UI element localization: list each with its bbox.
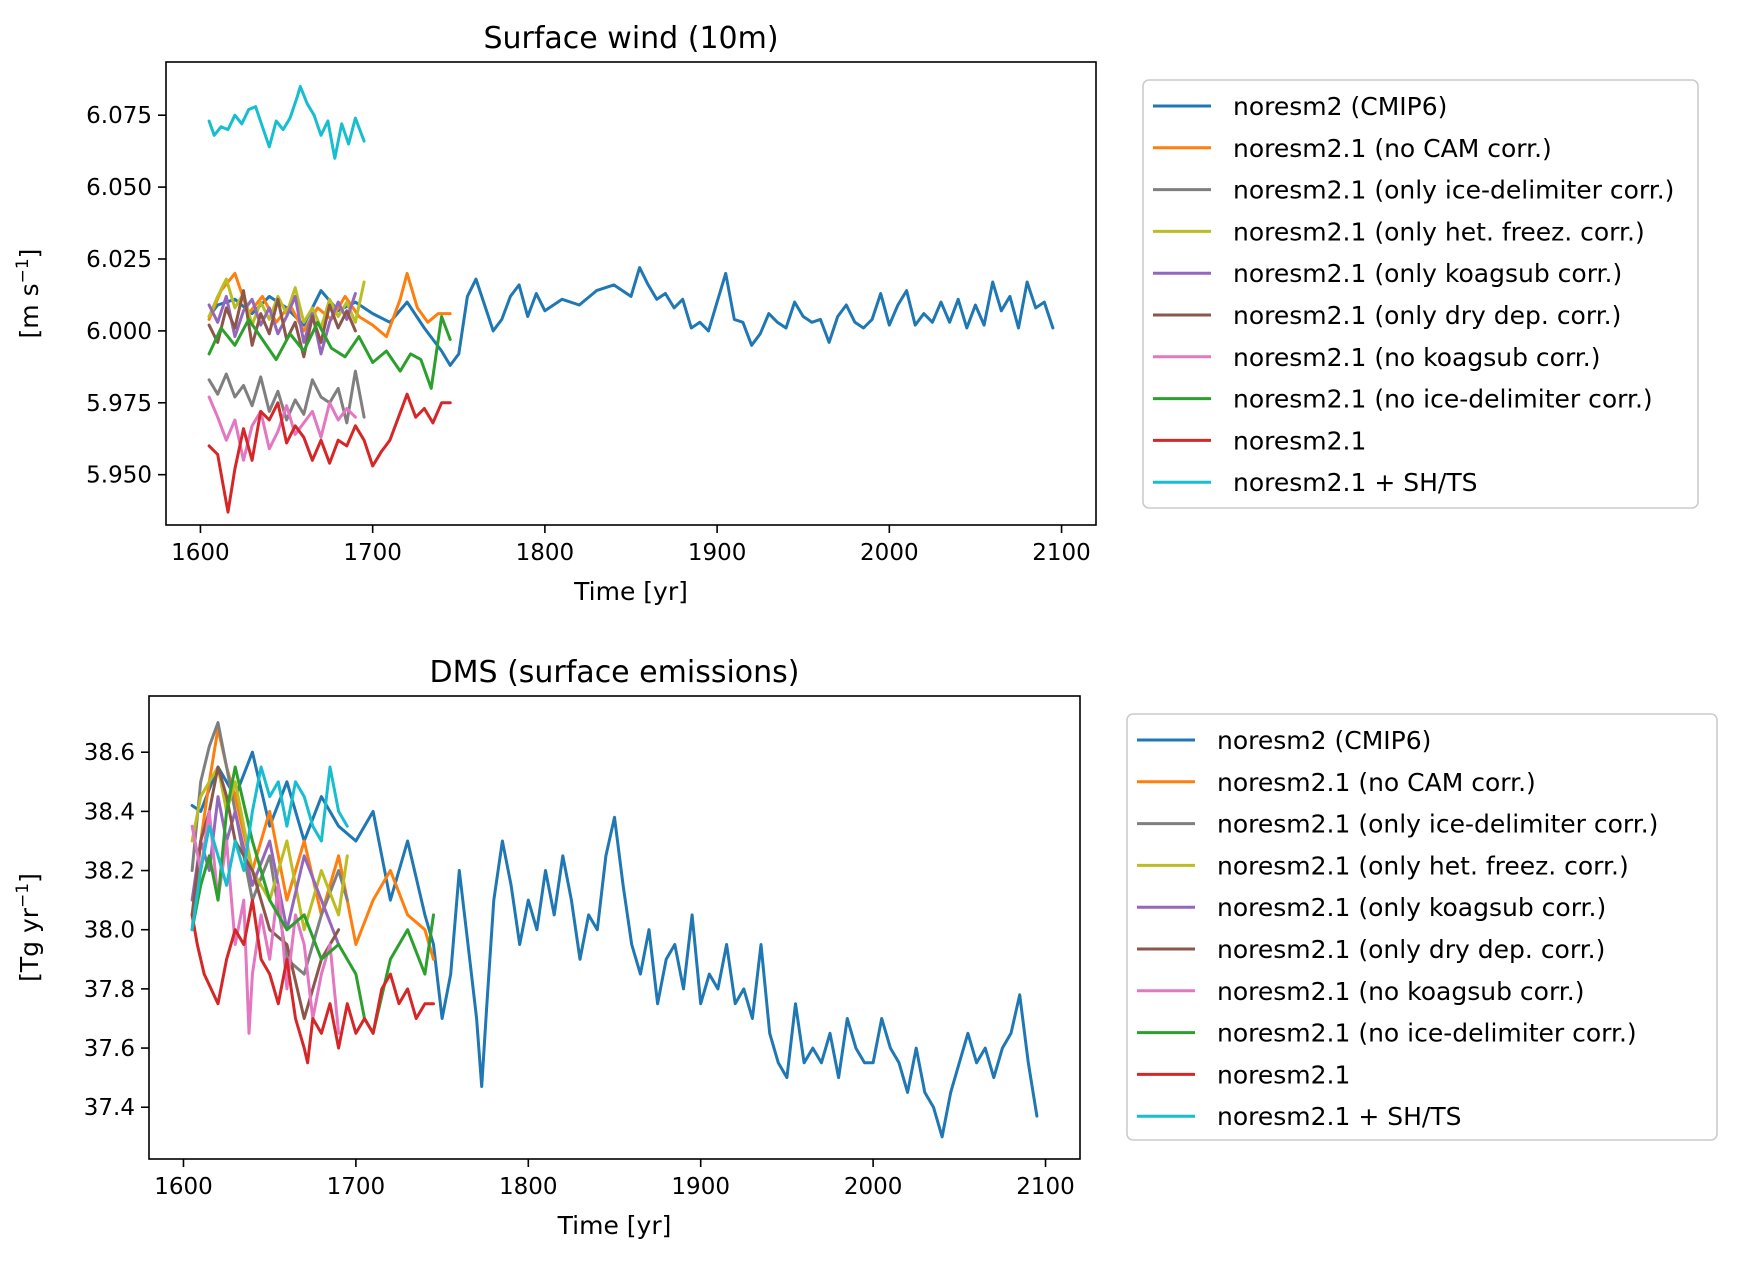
x-tick-label: 1600	[154, 1174, 213, 1200]
panel-surface-wind: 1600 1700 1800 1900 2000 2100 5.950 5.975 6.000 6…	[13, 21, 1699, 606]
legend-label-5: noresm2.1 (only dry dep. corr.)	[1217, 935, 1605, 964]
legend-label-8: noresm2.1	[1217, 1060, 1350, 1089]
legend-label-7: noresm2.1 (no ice-delimiter corr.)	[1217, 1019, 1637, 1048]
legend-label-9: noresm2.1 + SH/TS	[1233, 468, 1477, 497]
y-tick-label: 37.8	[84, 977, 135, 1003]
chart-title: DMS (surface emissions)	[430, 655, 800, 690]
plot-area	[190, 721, 1039, 1139]
y-tick-label: 38.0	[84, 918, 135, 944]
legend-label-9: noresm2.1 + SH/TS	[1217, 1102, 1461, 1131]
x-tick-label: 1800	[516, 540, 575, 566]
x-tick-label: 1700	[343, 540, 402, 566]
series-line-7	[207, 315, 452, 390]
legend-label-5: noresm2.1 (only dry dep. corr.)	[1233, 301, 1621, 330]
x-axis-label: Time [yr]	[573, 577, 688, 606]
series-line-9	[190, 765, 349, 932]
x-tick-label: 1900	[671, 1174, 730, 1200]
x-tick-label: 1700	[327, 1174, 386, 1200]
y-axis-label-sup: −1	[13, 258, 33, 283]
y-axis-label-sup: −1	[13, 883, 33, 908]
legend-label-6: noresm2.1 (no koagsub corr.)	[1233, 343, 1601, 372]
y-tick-label: 6.025	[86, 247, 152, 273]
x-tick-label: 2100	[1016, 1174, 1075, 1200]
legend-label-1: noresm2.1 (no CAM corr.)	[1233, 134, 1552, 163]
x-axis-label: Time [yr]	[557, 1211, 672, 1240]
legend-box	[1142, 79, 1699, 509]
y-axis-label: [m s−1]	[13, 249, 44, 339]
y-tick-label: 6.000	[86, 319, 152, 345]
series-line-2	[207, 369, 366, 425]
y-axis-label-end: ]	[15, 873, 44, 883]
y-tick-label: 38.4	[84, 799, 135, 825]
x-tick-label: 2000	[844, 1174, 903, 1200]
legend-label-4: noresm2.1 (only koagsub corr.)	[1233, 259, 1622, 288]
legend-label-2: noresm2.1 (only ice-delimiter corr.)	[1217, 810, 1658, 839]
y-axis-label-end: ]	[15, 249, 44, 259]
series-line-0	[207, 266, 1055, 367]
y-tick-label: 6.075	[86, 103, 152, 129]
x-tick-label: 2000	[860, 540, 919, 566]
series-line-5	[207, 289, 357, 359]
y-tick-label: 38.6	[84, 740, 135, 766]
y-axis-label-main: [m s	[15, 283, 44, 338]
panel-dms: 1600 1700 1800 1900 2000 2100 37.4 37.6 37.8 38.0…	[13, 655, 1718, 1240]
series-line-1	[207, 271, 452, 339]
x-tick-label: 1900	[688, 540, 747, 566]
legend-label-6: noresm2.1 (no koagsub corr.)	[1217, 977, 1585, 1006]
chart-title: Surface wind (10m)	[483, 21, 778, 56]
legend-label-0: noresm2 (CMIP6)	[1233, 92, 1447, 121]
series-line-7	[190, 765, 435, 1035]
y-tick-label: 6.050	[86, 175, 152, 201]
series-line-9	[207, 84, 366, 160]
series-line-1	[190, 727, 435, 961]
plot-area	[207, 84, 1055, 514]
legend-label-8: noresm2.1	[1233, 426, 1366, 455]
series-line-8	[207, 392, 452, 514]
axes-frame	[165, 61, 1097, 526]
axes-frame	[148, 695, 1081, 1160]
x-tick-label: 2100	[1032, 540, 1091, 566]
y-tick-label: 37.6	[84, 1036, 135, 1062]
legend-box	[1126, 713, 1718, 1141]
y-tick-label: 38.2	[84, 859, 135, 885]
legend-label-2: noresm2.1 (only ice-delimiter corr.)	[1233, 176, 1674, 205]
legend-label-4: noresm2.1 (only koagsub corr.)	[1217, 893, 1606, 922]
x-tick-label: 1600	[171, 540, 230, 566]
y-axis-label-main: [Tg yr	[15, 907, 44, 982]
legend-label-3: noresm2.1 (only het. freez. corr.)	[1233, 217, 1645, 246]
series-line-0	[190, 750, 1039, 1139]
legend: noresm2 (CMIP6) noresm2.1 (no CAM corr.) n…	[1126, 713, 1718, 1141]
y-tick-label: 37.4	[84, 1095, 135, 1121]
legend-label-1: noresm2.1 (no CAM corr.)	[1217, 768, 1536, 797]
y-axis-label: [Tg yr−1]	[13, 873, 44, 982]
legend-label-7: noresm2.1 (no ice-delimiter corr.)	[1233, 385, 1653, 414]
legend: noresm2 (CMIP6) noresm2.1 (no CAM corr.) n…	[1142, 79, 1699, 509]
legend-label-0: noresm2 (CMIP6)	[1217, 726, 1431, 755]
y-tick-label: 5.975	[86, 391, 152, 417]
legend-label-3: noresm2.1 (only het. freez. corr.)	[1217, 851, 1629, 880]
x-tick-label: 1800	[499, 1174, 558, 1200]
y-tick-label: 5.950	[86, 463, 152, 489]
series-line-8	[190, 898, 435, 1065]
